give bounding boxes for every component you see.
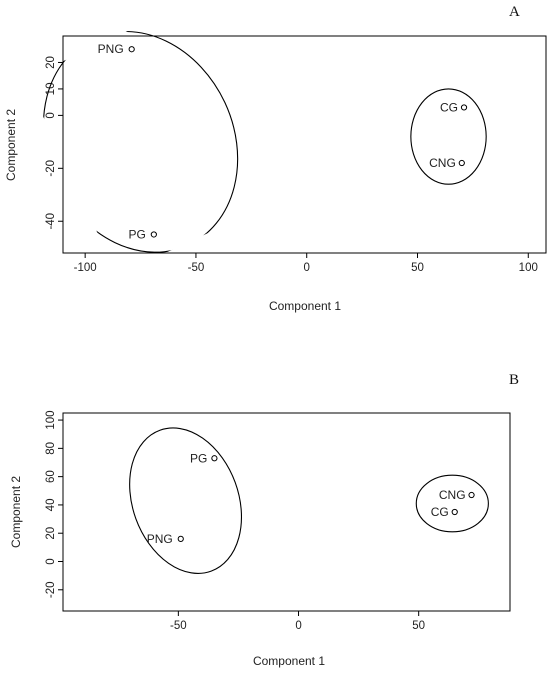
point-cng-b [468, 491, 475, 499]
x-tick-label-b: 50 [412, 620, 425, 632]
panel-label-b: B [509, 372, 519, 388]
x-tick-label-a: 50 [411, 262, 424, 274]
confidence-ellipse-b [129, 427, 243, 574]
point-cg-b [451, 508, 458, 516]
marks-a: PNG PG CG CNG [42, 30, 487, 253]
point-pg-b [211, 455, 218, 462]
panel-b: B -50 0 50 -20 0 20 40 60 80 100 PG PNG CNG CG Compo… [9, 372, 519, 668]
confidence-ellipse-a [410, 88, 487, 185]
confidence-ellipse-a [42, 30, 239, 253]
y-tick-label-a: -20 [45, 160, 57, 177]
x-axis-label-b: Component 1 [253, 654, 325, 668]
y-tick-label-b: 0 [45, 558, 57, 564]
x-tick-label-a: -100 [74, 262, 97, 274]
point-pg-a [150, 231, 157, 238]
point-png-a [128, 46, 135, 53]
y-tick-label-a: 20 [45, 56, 57, 69]
plot-frame-a [62, 35, 547, 254]
plot-frame-b [62, 412, 511, 612]
panel-label-a: A [509, 4, 520, 20]
x-tick-label-a: -50 [188, 262, 205, 274]
x-tick-label-a: 100 [519, 262, 538, 274]
y-axis-label-b: Component 2 [9, 476, 23, 548]
point-label-cg-a: CG [440, 100, 458, 114]
marks-b: PG PNG CNG CG [129, 427, 489, 574]
y-tick-label-a: -40 [45, 213, 57, 230]
point-png-b [177, 535, 184, 542]
point-label-cg-b: CG [431, 505, 449, 519]
confidence-ellipse-b [415, 474, 489, 533]
x-axis-label-a: Component 1 [269, 299, 341, 313]
y-tick-label-b: 20 [45, 527, 57, 540]
y-tick-label-b: 60 [45, 470, 57, 483]
y-tick-label-b: 80 [45, 442, 57, 455]
point-label-png-a: PNG [98, 42, 124, 56]
y-tick-label-b: -20 [45, 581, 57, 598]
point-label-cng-b: CNG [439, 488, 466, 502]
x-tick-label-b: -50 [170, 620, 187, 632]
point-label-pg-a: PG [128, 227, 145, 241]
y-tick-label-b: 100 [45, 410, 57, 429]
point-label-pg-b: PG [190, 451, 207, 465]
point-label-cng-a: CNG [429, 156, 456, 170]
y-axis-label-a: Component 2 [4, 109, 18, 181]
y-tick-label-b: 40 [45, 499, 57, 512]
point-cg-a [460, 104, 468, 111]
y-tick-label-a: 0 [45, 112, 57, 118]
x-tick-label-a: 0 [304, 262, 310, 274]
ticks-b: -50 0 50 -20 0 20 40 60 80 100 [45, 410, 425, 632]
x-tick-label-b: 0 [295, 620, 301, 632]
point-cng-a [458, 159, 465, 167]
point-label-png-b: PNG [147, 532, 173, 546]
